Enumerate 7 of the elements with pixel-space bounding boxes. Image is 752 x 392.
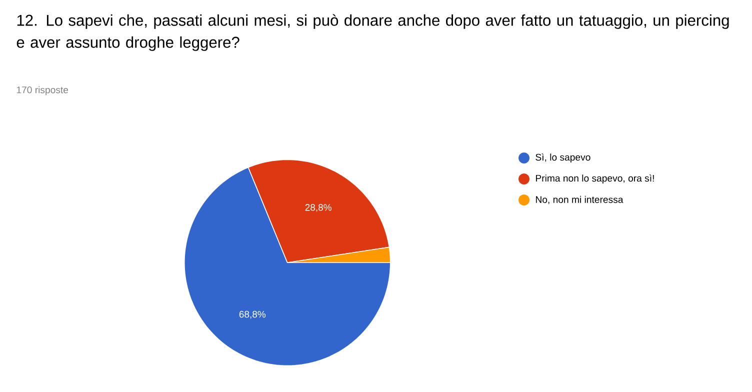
data-label: 28,8%	[305, 204, 332, 212]
legend-label: Prima non lo sapevo, ora sì!	[536, 174, 654, 184]
data-label: 68,8%	[239, 310, 266, 319]
legend-label: Sì, lo sapevo	[536, 153, 590, 163]
chart-title: 12. Lo sapevi che, passati alcuni mesi, si può donare anche dopo aver fatto un tatuaggio, un piercing e aver assunto droghe leggere?	[16, 14, 729, 51]
legend-label: No, non mi interessa	[536, 196, 624, 204]
text: 170 risposte	[16, 86, 68, 96]
